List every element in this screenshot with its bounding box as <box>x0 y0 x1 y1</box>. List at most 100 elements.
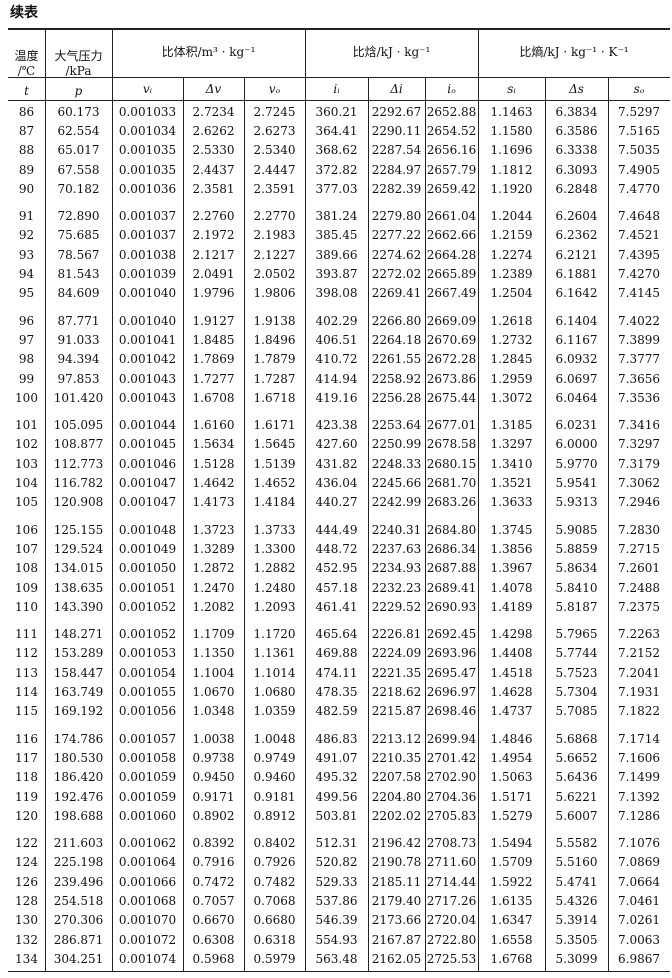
cell: 0.001052 <box>118 599 177 614</box>
cell: 62.554 <box>57 123 100 138</box>
cell: 114 <box>15 685 38 700</box>
cell: 1.8485 <box>192 332 235 347</box>
cell: 0.001054 <box>118 665 177 680</box>
cell: 2.4437 <box>192 162 235 177</box>
cell: 1.1463 <box>490 104 533 119</box>
cell: 2240.31 <box>371 522 422 537</box>
symbol-cell: sᵢ <box>507 81 516 96</box>
cell: 0.001038 <box>118 247 177 262</box>
cell: 1.4078 <box>490 580 533 595</box>
cell: 2687.88 <box>426 561 477 576</box>
cell: 225.198 <box>53 855 104 870</box>
cell: 105.095 <box>53 418 104 433</box>
cell: 2173.66 <box>371 913 422 928</box>
cell: 1.4642 <box>192 476 235 491</box>
cell: 0.7482 <box>253 874 296 889</box>
cell: 0.001044 <box>118 418 177 433</box>
column-rule <box>545 77 546 971</box>
cell: 360.21 <box>315 104 358 119</box>
cell: 2258.92 <box>371 371 422 386</box>
cell: 0.001074 <box>118 951 177 966</box>
header-cell: 比熵/kJ · kg⁻¹ · K⁻¹ <box>519 45 629 59</box>
symbol-cell: p <box>74 83 83 98</box>
cell: 2701.42 <box>426 750 477 765</box>
cell: 546.39 <box>315 913 358 928</box>
column-rule <box>368 77 369 971</box>
cell: 2678.58 <box>426 437 477 452</box>
cell: 94 <box>18 267 35 282</box>
rule <box>8 28 670 30</box>
cell: 0.7926 <box>253 855 296 870</box>
cell: 126 <box>15 874 38 889</box>
cell: 0.001047 <box>118 495 177 510</box>
cell: 1.2732 <box>490 332 533 347</box>
cell: 1.1014 <box>253 665 296 680</box>
cell: 1.1580 <box>490 123 533 138</box>
cell: 6.3586 <box>555 123 598 138</box>
cell: 2.1983 <box>253 228 296 243</box>
cell: 1.1920 <box>490 181 533 196</box>
cell: 0.8392 <box>192 836 235 851</box>
cell: 2689.41 <box>426 580 477 595</box>
cell: 90 <box>18 181 35 196</box>
cell: 7.2601 <box>618 561 660 576</box>
cell: 1.7277 <box>192 371 235 386</box>
cell: 105 <box>15 495 38 510</box>
cell: 2672.28 <box>426 352 477 367</box>
cell: 512.31 <box>315 836 358 851</box>
cell: 1.3297 <box>490 437 533 452</box>
cell: 2221.35 <box>371 665 422 680</box>
cell: 122 <box>15 836 38 851</box>
cell: 1.5063 <box>490 770 533 785</box>
cell: 495.32 <box>315 770 358 785</box>
cell: 0.001059 <box>118 770 177 785</box>
cell: 0.001070 <box>118 913 177 928</box>
cell: 1.9806 <box>253 286 296 301</box>
cell: 108 <box>15 561 38 576</box>
cell: 2720.04 <box>426 913 477 928</box>
cell: 106 <box>15 522 38 537</box>
cell: 128 <box>15 894 38 909</box>
symbol-cell: iₒ <box>447 81 456 96</box>
cell: 423.38 <box>315 418 358 433</box>
cell: 2229.52 <box>371 599 422 614</box>
cell: 7.0261 <box>618 913 660 928</box>
cell: 0.6308 <box>192 932 235 947</box>
cell: 1.0048 <box>253 731 296 746</box>
cell: 2.5330 <box>192 143 235 158</box>
cell: 1.0038 <box>192 731 235 746</box>
cell: 1.2959 <box>490 371 533 386</box>
cell: 5.7304 <box>555 685 598 700</box>
cell: 95 <box>18 286 35 301</box>
cell: 7.1714 <box>618 731 660 746</box>
cell: 2656.16 <box>426 143 477 158</box>
cell: 0.001035 <box>118 143 177 158</box>
cell: 5.3099 <box>555 951 598 966</box>
cell: 1.2872 <box>192 561 235 576</box>
cell: 1.5139 <box>253 456 296 471</box>
cell: 2.3581 <box>192 181 235 196</box>
cell: 163.749 <box>53 685 104 700</box>
cell: 1.7869 <box>192 352 235 367</box>
cell: 99 <box>18 371 35 386</box>
cell: 2669.09 <box>426 313 477 328</box>
column-rule <box>112 28 113 971</box>
cell: 2269.41 <box>371 286 422 301</box>
cell: 436.04 <box>315 476 358 491</box>
cell: 486.83 <box>315 731 358 746</box>
cell: 1.6160 <box>192 418 235 433</box>
cell: 5.7744 <box>555 646 598 661</box>
cell: 6.2604 <box>555 209 598 224</box>
cell: 180.530 <box>53 750 104 765</box>
cell: 6.0231 <box>555 418 598 433</box>
rule <box>8 970 670 973</box>
cell: 7.4395 <box>618 247 660 262</box>
cell: 2266.80 <box>371 313 422 328</box>
cell: 2226.81 <box>371 627 422 642</box>
cell: 0.001033 <box>118 104 177 119</box>
cell: 7.2263 <box>618 627 660 642</box>
cell: 153.289 <box>53 646 104 661</box>
cell: 1.3856 <box>490 541 533 556</box>
cell: 0.001039 <box>118 267 177 282</box>
